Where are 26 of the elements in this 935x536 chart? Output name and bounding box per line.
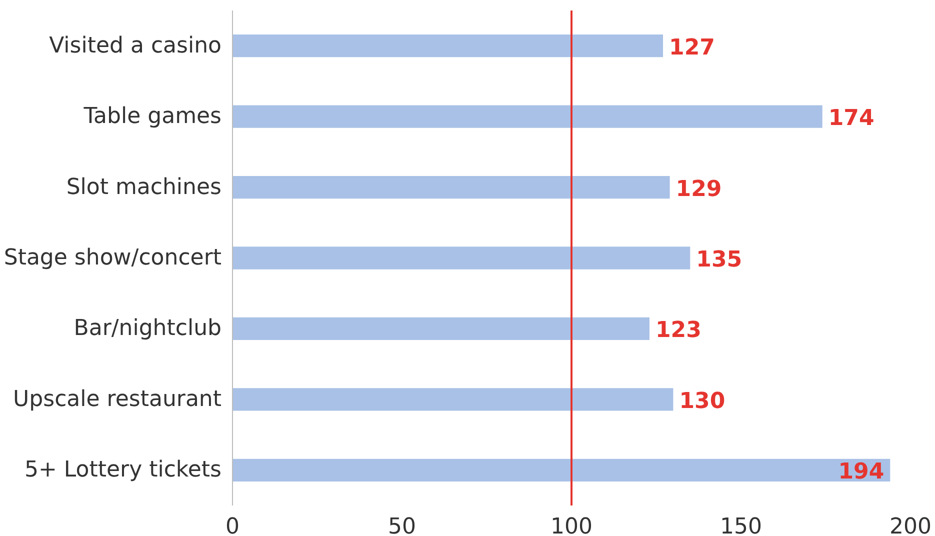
y-tick-label: Stage show/concert (4, 246, 222, 270)
y-tick-label: Table games (82, 104, 222, 130)
bar (232, 246, 690, 270)
x-tick-label: 200 (890, 514, 932, 536)
bar (232, 458, 890, 482)
data-label: 174 (828, 106, 874, 132)
bar (232, 317, 650, 340)
y-tick-label: Slot machines (66, 174, 222, 200)
x-tick-label: 50 (388, 514, 416, 536)
x-tick-label: 100 (550, 514, 593, 536)
data-label: 130 (679, 388, 726, 414)
x-tick-label: 0 (226, 514, 240, 536)
data-label: 127 (669, 35, 715, 60)
data-label: 135 (696, 248, 742, 272)
bar (232, 388, 674, 411)
data-label: 129 (676, 176, 722, 202)
y-tick-label: Bar/nightclub (74, 316, 222, 342)
bar (232, 34, 664, 58)
data-label: 194 (838, 460, 884, 485)
bar (232, 105, 822, 128)
bar (232, 176, 670, 199)
y-tick-label: 5+ Lottery tickets (24, 458, 222, 483)
y-tick-label: Visited a casino (49, 33, 222, 58)
y-tick-label: Upscale restaurant (13, 386, 222, 412)
data-label: 123 (655, 318, 702, 344)
x-tick-label: 150 (720, 514, 762, 536)
